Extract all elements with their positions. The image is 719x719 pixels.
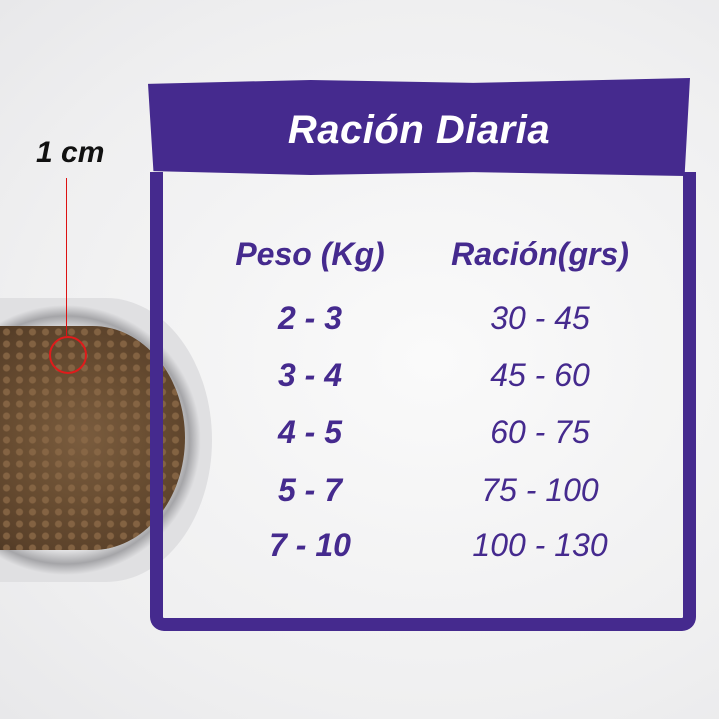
table-row: 3 - 4 45 - 60: [190, 357, 660, 397]
racion-cell: 60 - 75: [490, 414, 590, 450]
racion-cell: 100 - 130: [472, 527, 608, 563]
peso-cell: 5 - 7: [277, 472, 343, 508]
peso-cell: 7 - 10: [269, 527, 351, 563]
racion-cell: 75 - 100: [481, 472, 599, 508]
peso-cell: 4 - 5: [277, 414, 343, 450]
table-row: 2 - 3 30 - 45: [190, 300, 660, 340]
table-row: 7 - 10 100 - 130: [190, 527, 660, 567]
scale-label: 1 cm: [36, 136, 105, 169]
column-header-peso: Peso (Kg): [235, 236, 385, 272]
scale-pointer-line: [66, 178, 67, 336]
scale-marker-circle: [49, 336, 87, 374]
racion-cell: 30 - 45: [490, 300, 590, 336]
table-header-banner: [148, 78, 690, 176]
column-header-racion: Ración(grs): [451, 236, 629, 272]
table-title: Ración Diaria: [287, 108, 551, 152]
table-row: 5 - 7 75 - 100: [190, 472, 660, 512]
table-frame: [150, 172, 696, 631]
table-row: 4 - 5 60 - 75: [190, 414, 660, 454]
peso-cell: 3 - 4: [277, 357, 343, 393]
racion-cell: 45 - 60: [490, 357, 590, 393]
peso-cell: 2 - 3: [277, 300, 343, 336]
